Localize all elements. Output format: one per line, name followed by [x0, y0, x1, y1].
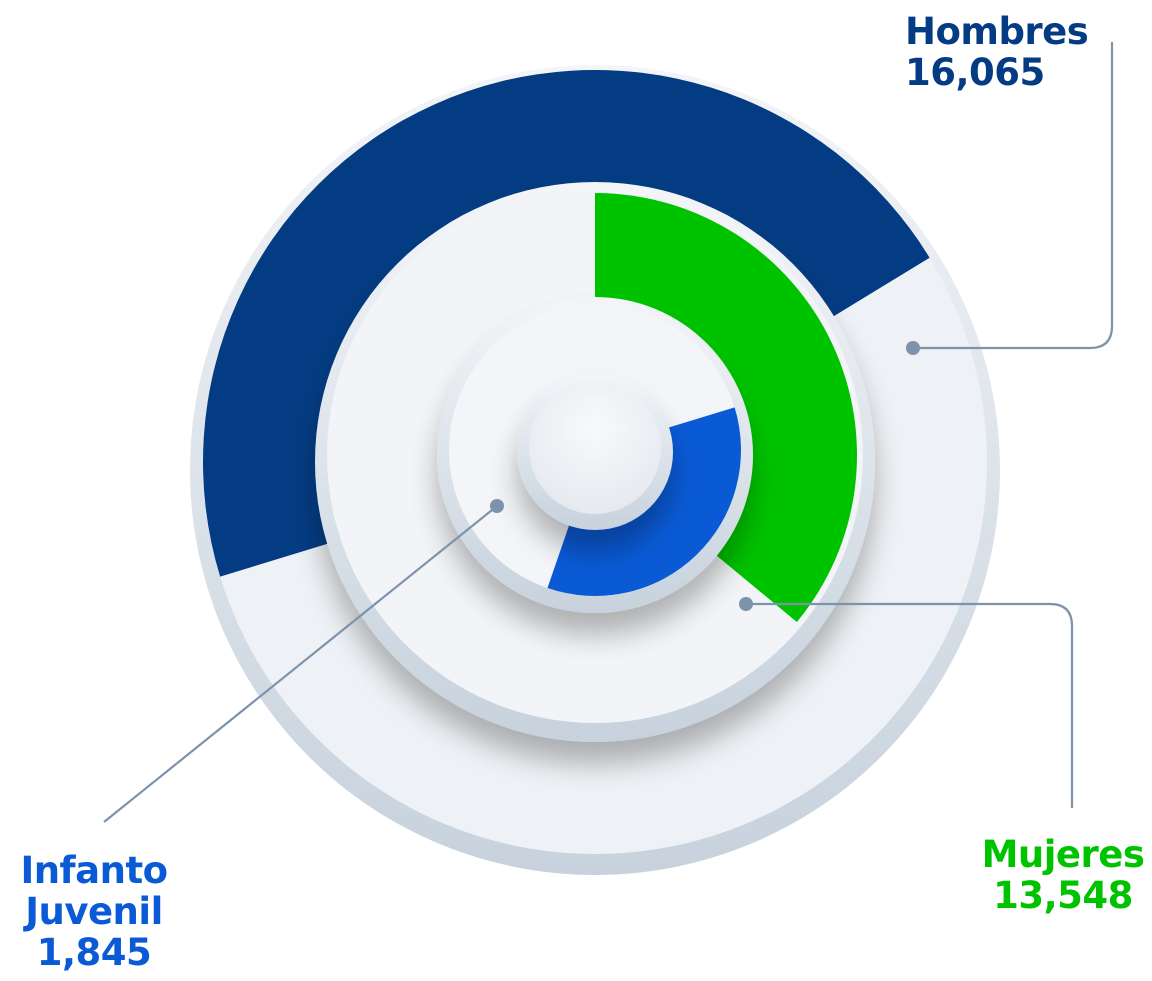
label-mujeres: Mujeres 13,548	[975, 834, 1151, 916]
leader-dot-infanto-juvenil	[490, 499, 504, 513]
label-mujeres-value: 13,548	[993, 874, 1133, 917]
leader-line-infanto-juvenil	[103, 505, 498, 823]
center-hub	[529, 382, 661, 514]
bar-mujeres	[595, 193, 857, 623]
bar-hombres	[203, 70, 930, 577]
label-infanto-value: 1,845	[36, 931, 152, 974]
label-infanto-name-line2: Juvenil	[25, 890, 163, 933]
label-mujeres-name: Mujeres	[981, 833, 1145, 876]
leader-dot-mujeres	[739, 597, 753, 611]
bar-infanto-juvenil	[547, 407, 741, 596]
label-hombres-value: 16,065	[905, 51, 1045, 94]
label-hombres-name: Hombres	[905, 10, 1089, 53]
leader-line-hombres	[913, 42, 1114, 350]
label-infanto-juvenil: Infanto Juvenil 1,845	[14, 850, 174, 973]
label-infanto-name-line1: Infanto	[20, 849, 168, 892]
leader-line-mujeres	[746, 602, 1074, 808]
leader-dot-hombres	[906, 341, 920, 355]
label-hombres: Hombres 16,065	[905, 10, 1089, 94]
